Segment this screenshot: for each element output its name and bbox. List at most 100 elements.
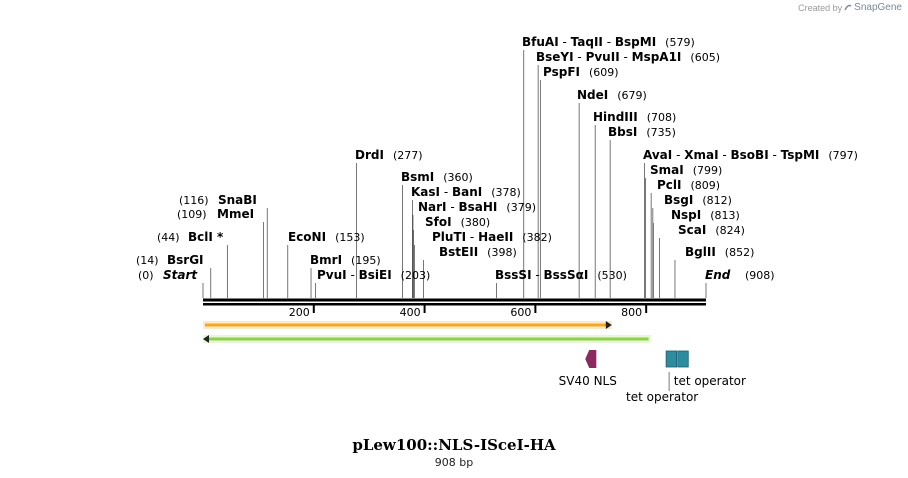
site-label[interactable]: HindIII (708)	[593, 110, 676, 124]
enzyme-name: DrdI	[355, 148, 384, 162]
site-position: (203)	[401, 269, 431, 282]
enzyme-name: BssSαI	[544, 268, 589, 282]
ruler-tick-label: 800	[621, 306, 642, 319]
enzyme-name: MspA1I	[632, 50, 682, 64]
site-label[interactable]: BfuAI - TaqII - BspMI (579)	[522, 35, 695, 49]
tet-operator-label: tet operator	[626, 390, 698, 404]
site-label[interactable]: BsmI (360)	[401, 170, 473, 184]
site-position: (378)	[491, 186, 521, 199]
site-position: (530)	[597, 269, 627, 282]
enzyme-name: NdeI	[577, 88, 608, 102]
site-label[interactable]: (109) MmeI	[177, 207, 254, 221]
enzyme-name-group: SfoI (380)	[425, 215, 490, 229]
enzyme-name: AvaI	[643, 148, 672, 162]
orf-forward-arrow[interactable]	[203, 321, 612, 329]
site-position: (852)	[725, 246, 755, 259]
site-position: (679)	[617, 89, 647, 102]
enzyme-name: PluTI	[432, 230, 466, 244]
site-label[interactable]: NspI (813)	[671, 208, 740, 222]
features: SV40 NLS tet operator tet operator	[203, 321, 746, 404]
site-label[interactable]: KasI - BanI (378)	[411, 185, 521, 199]
site-position: (116)	[179, 194, 209, 207]
plasmid-name: pLew100::NLS-ISceI-HA	[352, 436, 556, 454]
site-label[interactable]: EcoNI (153)	[288, 230, 365, 244]
start-label: (0) Start	[138, 268, 198, 282]
credit-prefix: Created by	[798, 2, 843, 13]
enzyme-name-group: BfuAI - TaqII - BspMI (579)	[522, 35, 695, 49]
enzyme-name: NarI	[418, 200, 447, 214]
site-label[interactable]: (44) BclI *	[157, 230, 224, 244]
site-label[interactable]: BmrI (195)	[310, 253, 381, 267]
site-position: (799)	[693, 164, 723, 177]
site-label[interactable]: NarI - BsaHI (379)	[418, 200, 536, 214]
enzyme-name: BclI *	[188, 230, 224, 244]
site-position: (605)	[690, 51, 720, 64]
enzyme-name-group: SmaI (799)	[650, 163, 722, 177]
site-label[interactable]: (14) BsrGI	[136, 253, 204, 267]
site-label[interactable]: BglII (852)	[685, 245, 754, 259]
enzyme-name-group: KasI - BanI (378)	[411, 185, 521, 199]
enzyme-name: BspMI	[615, 35, 656, 49]
site-label[interactable]: BsgI (812)	[664, 193, 732, 207]
site-position: (380)	[461, 216, 491, 229]
enzyme-name: BsmI	[401, 170, 434, 184]
site-label[interactable]: DrdI (277)	[355, 148, 423, 162]
site-label[interactable]: PvuI - BsiEI (203)	[317, 268, 430, 282]
enzyme-name: BbsI	[608, 125, 637, 139]
sequence-map: (14) BsrGI (44) BclI * (109) MmeI (116) SnaBI Ec…	[136, 35, 858, 404]
site-position: (735)	[646, 126, 676, 139]
site-position: (809)	[691, 179, 721, 192]
site-position: (360)	[443, 171, 473, 184]
enzyme-name: HaeII	[478, 230, 513, 244]
site-label[interactable]: BseYI - PvuII - MspA1I (605)	[536, 50, 720, 64]
enzyme-name: BsrGI	[167, 253, 204, 267]
site-label[interactable]: AvaI - XmaI - BsoBI - TspMI (797)	[643, 148, 858, 162]
backbone-top-strand	[203, 298, 706, 302]
site-label[interactable]: ScaI (824)	[678, 223, 745, 237]
enzyme-name-group: HindIII (708)	[593, 110, 676, 124]
enzyme-name: PvuI	[317, 268, 347, 282]
site-label[interactable]: PspFI (609)	[543, 65, 619, 79]
site-label[interactable]: NdeI (679)	[577, 88, 647, 102]
site-position: (579)	[665, 36, 695, 49]
enzyme-name-group: AvaI - XmaI - BsoBI - TspMI (797)	[643, 148, 858, 162]
tet-operator-box	[665, 350, 678, 368]
start-name: Start	[163, 268, 198, 282]
credit-brand: SnapGene	[854, 2, 902, 13]
plasmid-length: 908 bp	[434, 456, 474, 469]
enzyme-name-group: BssSI - BssSαI (530)	[495, 268, 627, 282]
orf-reverse-arrow[interactable]	[203, 335, 651, 343]
site-label[interactable]: PclI (809)	[657, 178, 720, 192]
backbone: 200 400 600 800	[203, 298, 706, 319]
enzyme-name-group: BsgI (812)	[664, 193, 732, 207]
enzyme-name-group: PspFI (609)	[543, 65, 619, 79]
sv40-nls-feature[interactable]: SV40 NLS	[559, 350, 617, 388]
enzyme-name: BfuAI	[522, 35, 559, 49]
enzyme-name-group: BseYI - PvuII - MspA1I (605)	[536, 50, 720, 64]
ruler-tick-label: 400	[400, 306, 421, 319]
site-position: (824)	[715, 224, 745, 237]
tet-operator-feature[interactable]: tet operator	[674, 350, 746, 388]
tet-operator-feature[interactable]: tet operator	[626, 350, 698, 404]
enzyme-name: TspMI	[781, 148, 820, 162]
site-label[interactable]: PluTI - HaeII (382)	[432, 230, 552, 244]
site-position: (813)	[710, 209, 740, 222]
enzyme-name-group: PluTI - HaeII (382)	[432, 230, 552, 244]
sv40-nls-label: SV40 NLS	[559, 374, 617, 388]
enzyme-name-group: BglII (852)	[685, 245, 754, 259]
site-position: (153)	[335, 231, 365, 244]
enzyme-name-group: BstEII (398)	[439, 245, 517, 259]
enzyme-name-group: EcoNI (153)	[288, 230, 365, 244]
enzyme-name: BsoBI	[731, 148, 769, 162]
site-label[interactable]: SfoI (380)	[425, 215, 490, 229]
site-label[interactable]: (116) SnaBI	[179, 193, 257, 207]
ruler-tick-label: 600	[510, 306, 531, 319]
site-label[interactable]: BbsI (735)	[608, 125, 676, 139]
site-label[interactable]: BstEII (398)	[439, 245, 517, 259]
site-label[interactable]: BssSI - BssSαI (530)	[495, 268, 627, 282]
sv40-nls-shape	[585, 350, 597, 368]
site-label[interactable]: SmaI (799)	[650, 163, 722, 177]
enzyme-name: PclI	[657, 178, 682, 192]
snapgene-logo-icon	[844, 4, 852, 10]
enzyme-name: BssSI	[495, 268, 532, 282]
